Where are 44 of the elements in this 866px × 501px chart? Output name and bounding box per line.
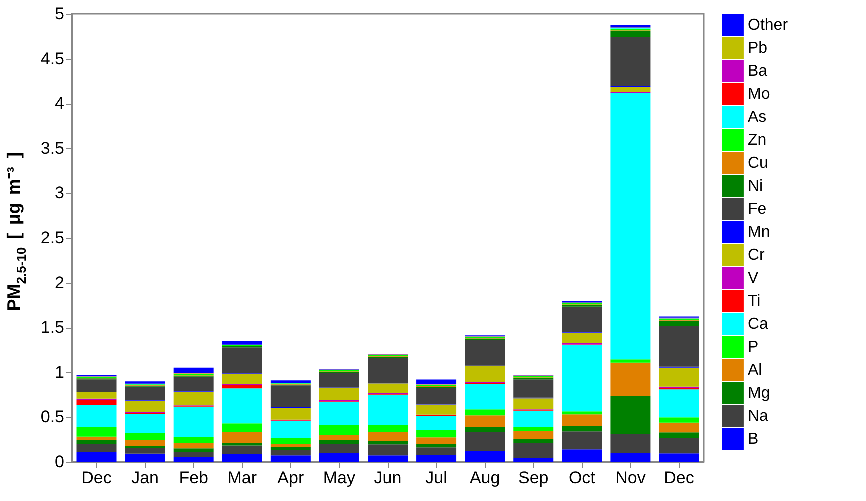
y-tick-label: 0.5 bbox=[40, 408, 64, 427]
x-tick-label: Dec bbox=[82, 468, 112, 488]
y-tick-label: 2 bbox=[55, 273, 64, 292]
legend-label: Ba bbox=[748, 63, 768, 80]
legend-label: Cr bbox=[748, 247, 766, 264]
legend-label: Mg bbox=[748, 385, 770, 402]
x-tick-label: Jul bbox=[426, 468, 448, 488]
y-tick-label: 1.5 bbox=[40, 318, 64, 338]
x-tick-label: Jun bbox=[374, 468, 402, 488]
legend-label: Cu bbox=[748, 155, 768, 172]
legend-label: Other bbox=[748, 17, 789, 34]
legend-label: Ti bbox=[748, 293, 761, 310]
y-axis-title: PM2.5-10 [ μg m⁻³ ] bbox=[4, 152, 29, 312]
x-tick-label: Nov bbox=[616, 468, 646, 488]
x-tick-label: Feb bbox=[179, 468, 208, 488]
y-tick-label: 5 bbox=[55, 4, 64, 24]
x-tick-label: Aug bbox=[470, 468, 500, 488]
legend-label: Fe bbox=[748, 201, 767, 218]
x-tick-label: Apr bbox=[278, 468, 304, 488]
legend-label: As bbox=[748, 109, 767, 126]
y-tick-label: 4.5 bbox=[40, 49, 64, 68]
legend-label: Mn bbox=[748, 224, 770, 241]
x-tick-label: Dec bbox=[664, 468, 695, 488]
y-tick-label: 2.5 bbox=[40, 228, 64, 248]
y-tick-label: 4 bbox=[55, 94, 64, 114]
x-tick-label: Oct bbox=[568, 468, 596, 488]
x-tick-label: May bbox=[323, 468, 356, 488]
legend-label: Zn bbox=[748, 132, 767, 149]
legend-label: P bbox=[748, 339, 759, 356]
y-tick-label: 3.5 bbox=[40, 138, 64, 158]
legend-label: Ca bbox=[748, 316, 769, 333]
legend-label: Al bbox=[748, 362, 762, 379]
x-tick-label: Jan bbox=[132, 468, 160, 488]
x-tick-label: Mar bbox=[228, 468, 258, 488]
legend-label: Na bbox=[748, 408, 769, 425]
legend-label: Ni bbox=[748, 178, 764, 195]
y-tick-label: 3 bbox=[55, 184, 64, 203]
legend-label: V bbox=[748, 270, 759, 287]
legend-label: Mo bbox=[748, 86, 770, 103]
legend-label: Pb bbox=[748, 40, 768, 57]
x-tick-label: Sep bbox=[518, 468, 549, 488]
legend-label: B bbox=[748, 431, 759, 448]
y-tick-label: 1 bbox=[55, 362, 64, 382]
y-tick-label: 0 bbox=[55, 452, 64, 472]
